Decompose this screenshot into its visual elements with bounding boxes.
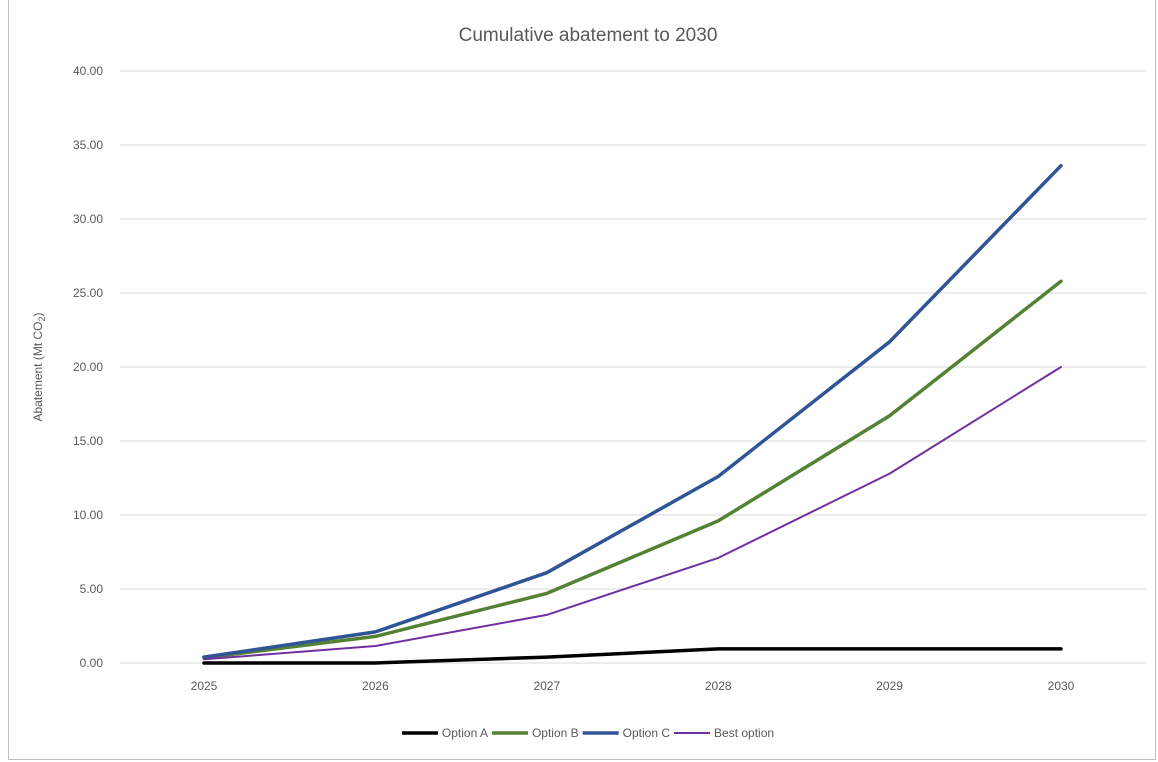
legend-label: Option C <box>623 726 671 740</box>
y-tick-label: 20.00 <box>73 360 103 374</box>
x-axis-ticks: 2025 2026 2027 2028 2029 2030 <box>191 679 1075 693</box>
y-tick-label: 15.00 <box>73 434 103 448</box>
y-tick-label: 40.00 <box>73 64 103 78</box>
legend-label: Option B <box>532 726 579 740</box>
y-axis-label-subscript: 2 <box>37 316 47 321</box>
legend-item: Option B <box>491 726 579 740</box>
y-tick-label: 10.00 <box>73 508 103 522</box>
x-tick-label: 2027 <box>533 679 560 693</box>
y-tick-label: 0.00 <box>80 656 104 670</box>
x-tick-label: 2030 <box>1048 679 1075 693</box>
gridlines <box>120 70 1146 664</box>
chart-frame <box>8 0 1156 760</box>
series-line <box>202 279 1063 660</box>
series-line <box>203 366 1062 661</box>
series-line <box>202 163 1063 659</box>
legend-label: Option A <box>442 726 488 740</box>
y-tick-label: 25.00 <box>73 286 103 300</box>
series-lines <box>202 163 1063 665</box>
y-tick-label: 35.00 <box>73 138 103 152</box>
x-tick-label: 2026 <box>362 679 389 693</box>
y-tick-label: 5.00 <box>80 582 104 596</box>
legend-label: Best option <box>714 726 774 740</box>
chart-title: Cumulative abatement to 2030 <box>459 25 718 46</box>
legend-item: Best option <box>674 726 774 740</box>
y-axis-label: Abatement (Mt CO2) <box>31 312 47 421</box>
x-tick-label: 2029 <box>876 679 903 693</box>
legend-item: Option C <box>582 726 671 740</box>
y-tick-label: 30.00 <box>73 212 103 226</box>
legend-item: Option A <box>401 726 488 740</box>
x-tick-label: 2028 <box>705 679 732 693</box>
series-line <box>202 647 1063 665</box>
x-tick-label: 2025 <box>191 679 218 693</box>
y-axis-ticks: 0.00 5.00 10.00 15.00 20.00 25.00 30.00 35.00 40… <box>73 64 103 670</box>
y-axis-label-close: ) <box>31 312 45 316</box>
legend: Option A Option B Option C Best option <box>401 726 774 740</box>
y-axis-label-main: Abatement (Mt CO <box>31 321 45 421</box>
